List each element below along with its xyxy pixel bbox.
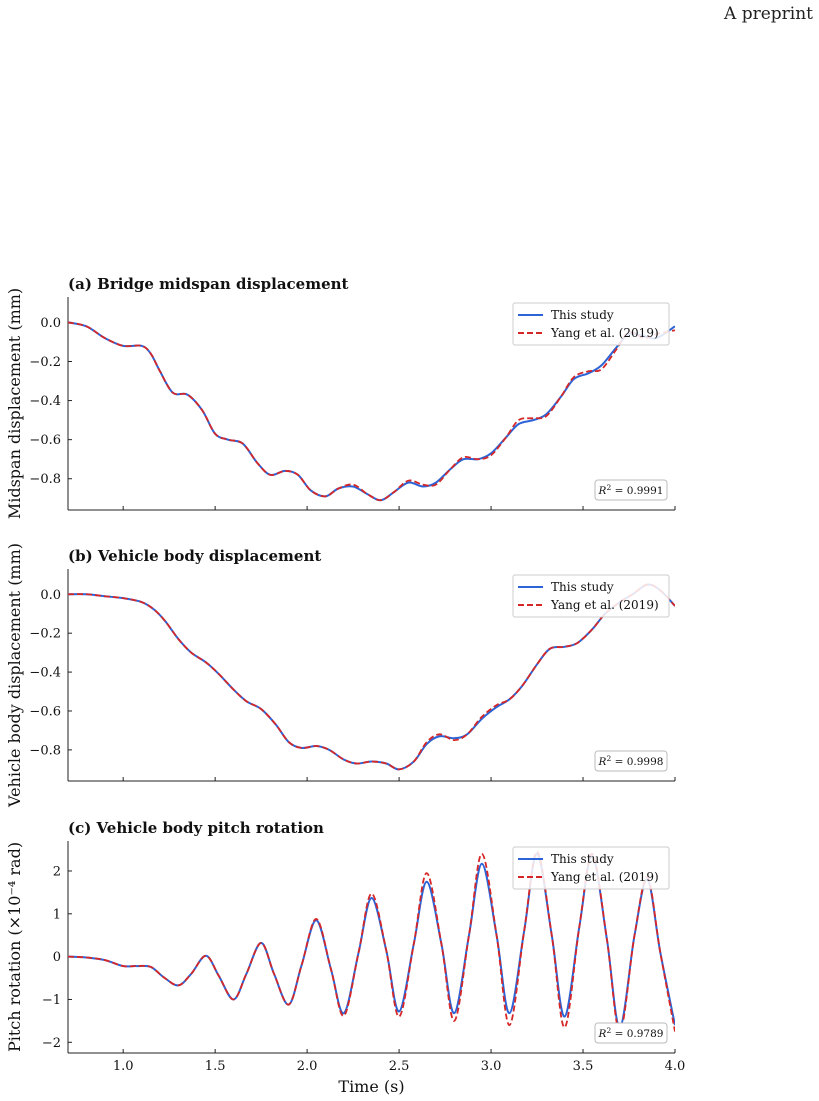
legend-box	[512, 302, 670, 346]
x-axis-label: Time (s)	[338, 1077, 404, 1096]
legend: This study Yang et al. (2019)	[512, 846, 670, 890]
r2-annotation: R2 = 0.9789	[594, 1022, 668, 1044]
x-tick-label: 4.0	[665, 1059, 686, 1074]
y-tick-label: −0.2	[29, 627, 61, 642]
y-axis-label: Vehicle body displacement (mm)	[5, 543, 24, 808]
legend-label: Yang et al. (2019)	[550, 598, 659, 612]
y-tick-label: 2	[53, 864, 61, 879]
series-yang-2019	[68, 850, 675, 1033]
y-tick-label: −0.4	[29, 394, 61, 409]
legend-label: This study	[551, 852, 614, 866]
y-axis-label: Midspan displacement (mm)	[5, 288, 24, 519]
panel-title: (b) Vehicle body displacement	[68, 547, 321, 565]
y-tick-label: −0.2	[29, 355, 61, 370]
legend-box	[512, 574, 670, 618]
x-tick-label: 1.0	[113, 1059, 134, 1074]
y-tick-label: −0.8	[29, 472, 61, 487]
r2-annotation: R2 = 0.9998	[594, 750, 668, 772]
header-note: A preprint	[724, 4, 813, 24]
r2-box	[594, 1022, 668, 1044]
panel-title: (c) Vehicle body pitch rotation	[68, 819, 324, 837]
y-tick-label: −1	[42, 993, 61, 1008]
series-group	[68, 583, 675, 771]
panel-title: (a) Bridge midspan displacement	[68, 275, 349, 293]
r2-label: R2 = 0.9991	[598, 483, 664, 497]
panel-b: (b) Vehicle body displacement Vehicle bod…	[5, 543, 676, 808]
r2-label: R2 = 0.9998	[598, 754, 664, 768]
y-axis-label: Pitch rotation (×10⁻⁴ rad)	[5, 842, 24, 1052]
r2-annotation: R2 = 0.9991	[594, 479, 668, 501]
series-group	[68, 321, 675, 502]
y-tick-label: −0.6	[29, 704, 61, 719]
x-tick-label: 2.0	[297, 1059, 318, 1074]
x-tick-label: 3.5	[573, 1059, 594, 1074]
y-tick-label: 0	[53, 950, 61, 965]
panel-c: (c) Vehicle body pitch rotation Pitch rot…	[5, 819, 685, 1096]
r2-box	[594, 479, 668, 501]
x-tick-label: 2.5	[389, 1059, 410, 1074]
series-group	[68, 850, 675, 1033]
y-tick-label: −2	[42, 1036, 61, 1051]
y-tick-label: −0.8	[29, 743, 61, 758]
r2-box	[594, 750, 668, 772]
y-tick-label: 0.0	[40, 588, 61, 603]
legend-label: This study	[551, 308, 614, 322]
series-yang-2019	[68, 321, 675, 502]
legend-label: Yang et al. (2019)	[550, 870, 659, 884]
y-tick-label: −0.6	[29, 433, 61, 448]
series-yang-2019	[68, 583, 675, 771]
x-tick-label: 3.0	[481, 1059, 502, 1074]
y-tick-label: 0.0	[40, 316, 61, 331]
legend: This study Yang et al. (2019)	[512, 302, 670, 346]
y-tick-label: 1	[53, 907, 61, 922]
series-this-study	[68, 321, 675, 502]
r2-label: R2 = 0.9789	[598, 1026, 664, 1040]
x-tick-label: 1.5	[205, 1059, 226, 1074]
legend-label: This study	[551, 580, 614, 594]
legend-box	[512, 846, 670, 890]
y-tick-label: −0.4	[29, 666, 61, 681]
legend-label: Yang et al. (2019)	[550, 326, 659, 340]
panel-a: (a) Bridge midspan displacement Midspan d…	[5, 275, 676, 519]
legend: This study Yang et al. (2019)	[512, 574, 670, 618]
